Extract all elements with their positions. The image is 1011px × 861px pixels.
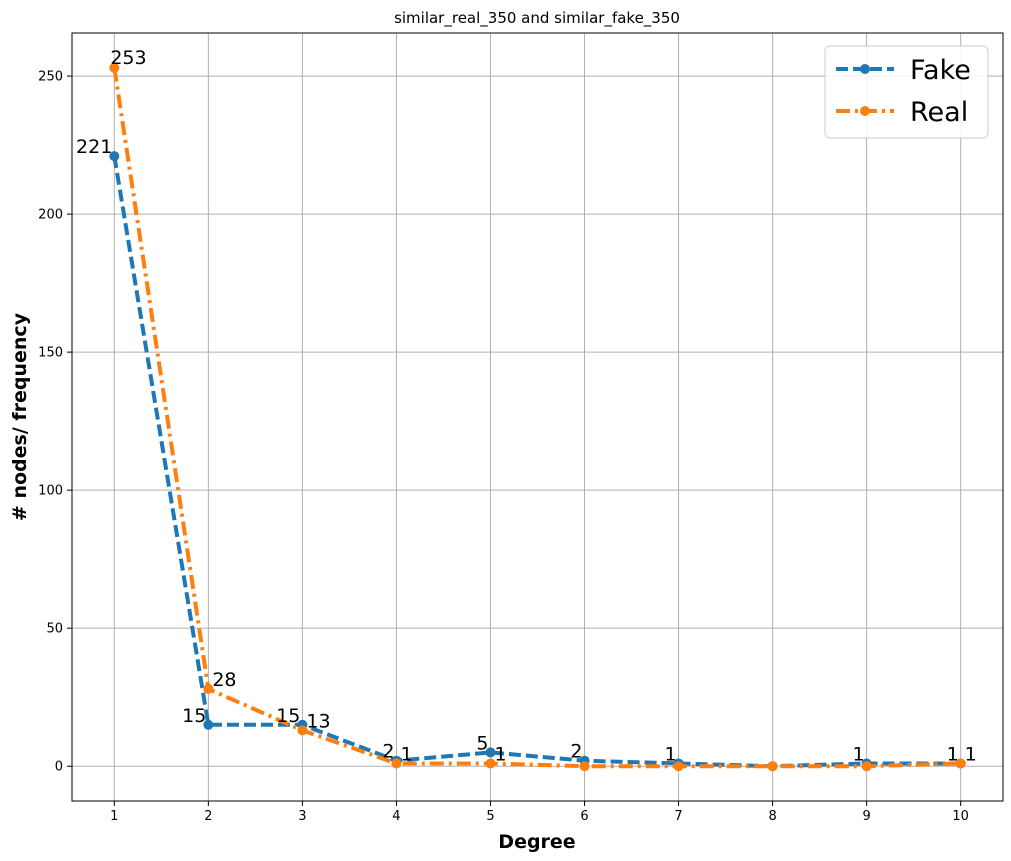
series-point-fake	[109, 151, 120, 162]
x-axis-label: Degree	[498, 831, 575, 853]
y-tick-label: 50	[46, 622, 63, 637]
x-tick-label: 1	[110, 809, 118, 824]
series-point-real	[203, 683, 214, 694]
x-tick-label: 4	[392, 809, 400, 824]
x-tick-label: 2	[204, 809, 212, 824]
data-label-fake: 2	[570, 741, 582, 763]
data-label-fake: 15	[182, 705, 206, 727]
series-line-real	[112, 67, 961, 769]
data-label-real: 1	[494, 743, 506, 765]
x-tick-label: 10	[952, 809, 969, 824]
chart-title: similar_real_350 and similar_fake_350	[394, 9, 680, 28]
legend-real-label: Real	[910, 97, 968, 128]
data-label-real: 28	[212, 669, 236, 691]
series-point-real	[579, 761, 590, 772]
data-label-fake: 2	[382, 741, 394, 763]
plot-area	[72, 33, 1003, 801]
series-point-real	[109, 62, 120, 73]
y-tick-label: 150	[38, 346, 63, 361]
legend-fake-marker	[860, 64, 870, 74]
data-label-real: 253	[110, 47, 146, 69]
data-label-fake: 1	[853, 743, 865, 765]
series-point-real	[391, 758, 402, 769]
x-tick-label: 7	[674, 809, 682, 824]
series-point-fake	[203, 719, 214, 730]
y-axis-label: # nodes/ frequency	[9, 312, 31, 521]
data-label-fake: 5	[476, 732, 488, 754]
x-tick-label: 6	[580, 809, 588, 824]
series-point-fake	[485, 747, 496, 758]
series-layer	[109, 62, 966, 772]
data-label-real: 13	[306, 710, 330, 732]
x-tick-label: 8	[768, 809, 776, 824]
y-tick-label: 200	[38, 208, 63, 223]
data-label-fake: 1	[947, 743, 959, 765]
data-label-fake: 1	[664, 743, 676, 765]
data-label-fake: 221	[76, 136, 112, 158]
x-tick-label: 5	[486, 809, 494, 824]
series-point-real	[485, 758, 496, 769]
plot-frame	[71, 32, 1004, 802]
y-tick-label: 0	[55, 760, 63, 775]
series-point-real	[297, 725, 308, 736]
legend-fake-label: Fake	[910, 55, 971, 86]
x-tick-label: 9	[863, 809, 871, 824]
legend-real-marker	[860, 106, 870, 116]
y-tick-label: 250	[38, 70, 63, 85]
series-point-real	[767, 761, 778, 772]
series-point-real	[955, 758, 966, 769]
series-point-real	[861, 761, 872, 772]
data-label-real: 1	[400, 743, 412, 765]
x-tick-label: 3	[298, 809, 306, 824]
y-tick-label: 100	[38, 484, 63, 499]
series-point-real	[673, 761, 684, 772]
data-label-fake: 15	[276, 705, 300, 727]
legend: Fake Real	[824, 45, 989, 139]
data-label-real: 1	[965, 743, 977, 765]
